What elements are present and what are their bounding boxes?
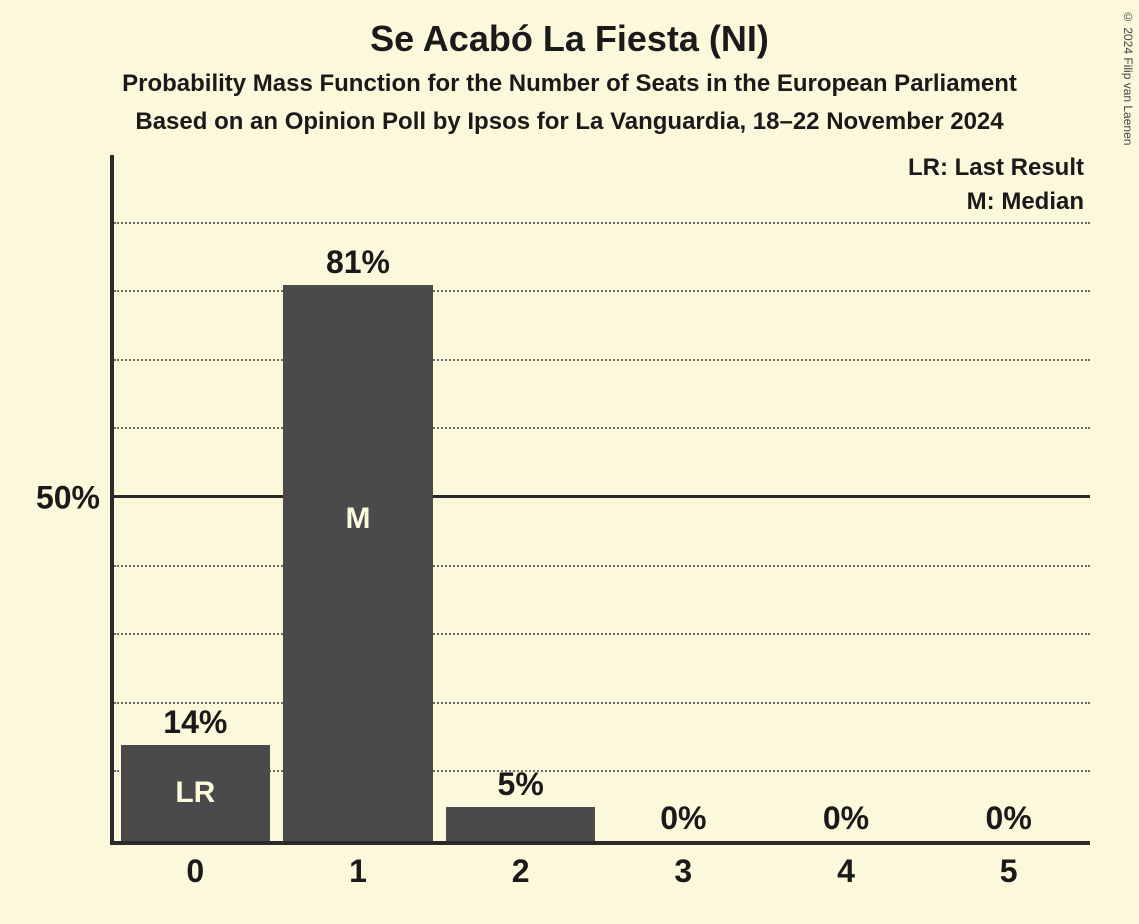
bar: 5% [446,807,596,841]
x-tick-label: 1 [349,841,367,890]
bar-slot: 5%2 [439,155,602,841]
bar-slot: 14%LR0 [114,155,277,841]
bar-slot: 0%3 [602,155,765,841]
bar-value-label: 14% [163,704,227,745]
chart-subtitle-2: Based on an Opinion Poll by Ipsos for La… [0,108,1139,136]
x-tick-label: 5 [1000,841,1018,890]
bar-value-label: 0% [823,800,869,841]
bar-slot: 0%4 [765,155,928,841]
x-tick-label: 3 [674,841,692,890]
bar-inner-label: M [345,502,370,536]
plot-area: LR: Last Result M: Median 50%14%LR081%M1… [110,155,1090,845]
bar: 14%LR [121,745,271,841]
chart-subtitle-1: Probability Mass Function for the Number… [0,70,1139,98]
bar-inner-label: LR [175,776,215,810]
x-tick-label: 0 [186,841,204,890]
bar-value-label: 81% [326,244,390,285]
chart-title: Se Acabó La Fiesta (NI) [0,0,1139,60]
x-tick-label: 4 [837,841,855,890]
bar-value-label: 5% [498,766,544,807]
chart-area: LR: Last Result M: Median 50%14%LR081%M1… [40,155,1110,895]
bar-slot: 0%5 [927,155,1090,841]
copyright-text: © 2024 Filip van Laenen [1121,10,1135,145]
y-tick-label: 50% [36,480,114,517]
bar: 81%M [283,285,433,841]
x-tick-label: 2 [512,841,530,890]
bar-value-label: 0% [660,800,706,841]
bar-slot: 81%M1 [277,155,440,841]
bar-value-label: 0% [986,800,1032,841]
